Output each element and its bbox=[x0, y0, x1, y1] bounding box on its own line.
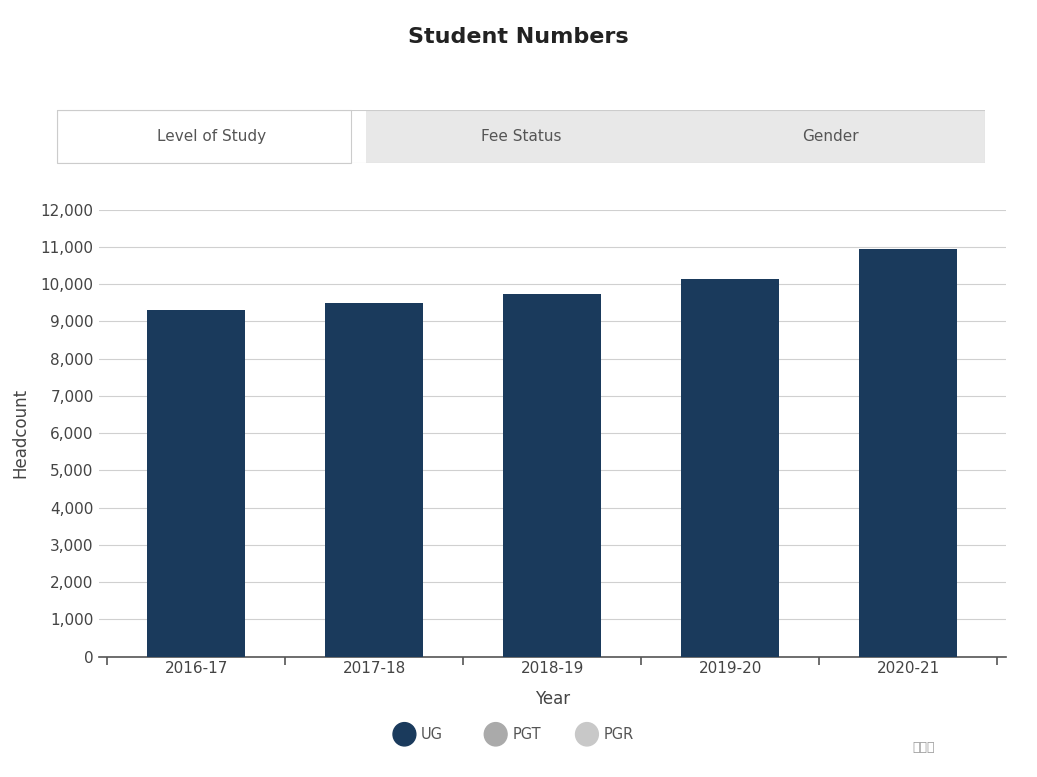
Text: Level of Study: Level of Study bbox=[158, 129, 267, 145]
Text: PGT: PGT bbox=[512, 726, 541, 742]
Bar bbox=[147, 310, 246, 657]
Text: PGR: PGR bbox=[604, 726, 634, 742]
FancyBboxPatch shape bbox=[676, 110, 985, 163]
Text: Student Numbers: Student Numbers bbox=[409, 27, 628, 47]
Bar bbox=[326, 303, 423, 657]
Bar bbox=[503, 294, 601, 657]
X-axis label: Year: Year bbox=[535, 690, 569, 709]
FancyBboxPatch shape bbox=[57, 110, 351, 163]
Text: UG: UG bbox=[421, 726, 443, 742]
Y-axis label: Headcount: Headcount bbox=[11, 388, 29, 478]
Text: Gender: Gender bbox=[803, 129, 859, 145]
Text: Fee Status: Fee Status bbox=[481, 129, 561, 145]
Bar bbox=[859, 249, 957, 657]
Text: 戴森云: 戴森云 bbox=[913, 741, 935, 754]
FancyBboxPatch shape bbox=[366, 110, 676, 163]
Bar bbox=[681, 279, 779, 657]
